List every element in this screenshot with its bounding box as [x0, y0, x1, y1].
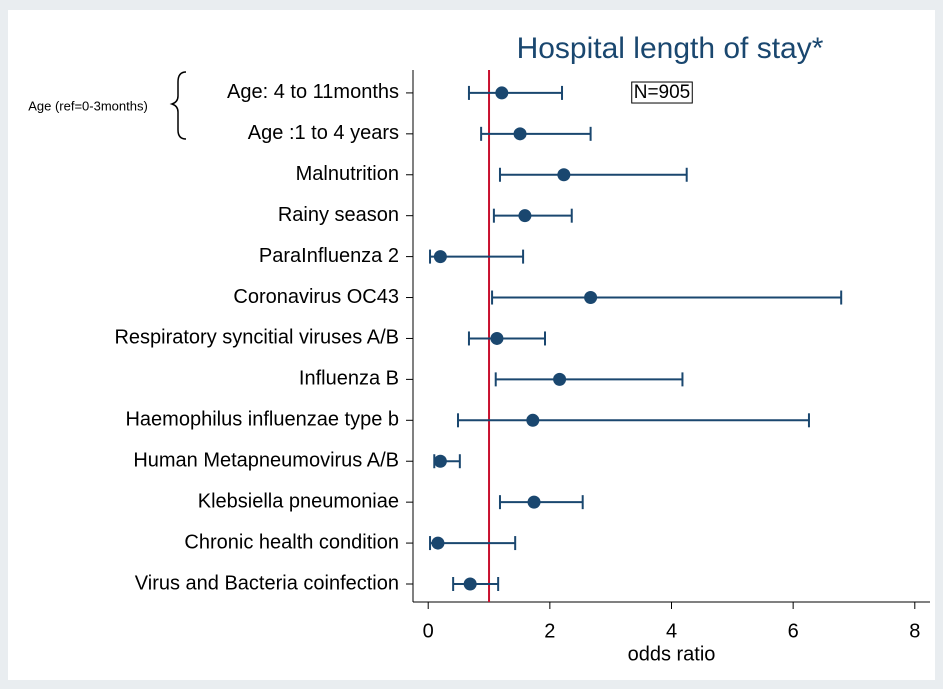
point-estimate [431, 536, 445, 550]
point-estimate [490, 331, 504, 345]
y-tick-label: Malnutrition [296, 163, 399, 185]
y-tick-label: Human Metapneumovirus A/B [133, 450, 399, 472]
y-tick-label: Haemophilus influenzae type b [125, 409, 399, 431]
point-estimate [553, 372, 567, 386]
canvas [8, 10, 935, 680]
chart-title: Hospital length of stay* [517, 32, 824, 65]
x-tick-label: 6 [788, 620, 799, 642]
y-tick-label: Chronic health condition [184, 531, 399, 553]
y-tick-label: Influenza B [299, 368, 399, 390]
point-estimate [513, 127, 527, 141]
y-tick-label: Respiratory syncitial viruses A/B [114, 327, 399, 349]
point-estimate [433, 454, 447, 468]
point-estimate [527, 495, 541, 509]
y-tick-label: ParaInfluenza 2 [259, 245, 399, 267]
x-tick-label: 4 [666, 620, 677, 642]
x-tick-label: 2 [544, 620, 555, 642]
x-tick-label: 0 [423, 620, 434, 642]
annotation: N=905 [634, 82, 691, 103]
y-tick-label: Age :1 to 4 years [248, 122, 399, 144]
point-estimate [433, 250, 447, 264]
point-estimate [557, 168, 571, 182]
point-estimate [463, 577, 477, 591]
group-label: Age (ref=0-3months) [28, 98, 148, 113]
point-estimate [495, 86, 509, 100]
y-tick-label: Age: 4 to 11months [227, 81, 399, 103]
point-estimate [518, 209, 532, 223]
x-tick-label: 8 [909, 620, 920, 642]
y-tick-label: Coronavirus OC43 [233, 286, 399, 308]
point-estimate [584, 291, 598, 305]
x-axis-label: odds ratio [628, 643, 716, 665]
y-tick-label: Virus and Bacteria coinfection [135, 572, 399, 594]
annotation-box [631, 81, 693, 104]
y-tick-label: Rainy season [278, 204, 399, 226]
y-tick-label: Klebsiella pneumoniae [198, 490, 399, 512]
point-estimate [526, 413, 540, 427]
group-bracket [169, 71, 187, 140]
